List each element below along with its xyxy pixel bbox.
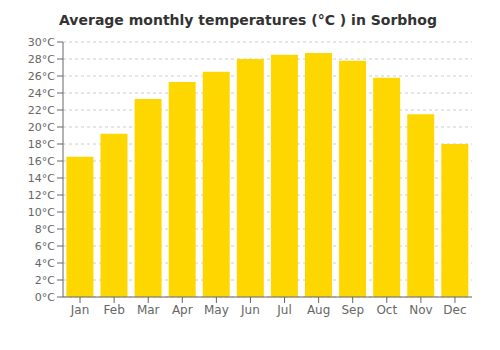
- svg-text:22°C: 22°C: [28, 104, 55, 117]
- svg-text:Mar: Mar: [137, 303, 160, 317]
- svg-text:Nov: Nov: [409, 303, 432, 317]
- svg-text:Sep: Sep: [341, 303, 364, 317]
- svg-text:16°C: 16°C: [28, 155, 55, 168]
- svg-text:Dec: Dec: [443, 303, 466, 317]
- svg-text:8°C: 8°C: [35, 223, 55, 236]
- svg-text:6°C: 6°C: [35, 240, 55, 253]
- svg-text:14°C: 14°C: [28, 172, 55, 185]
- svg-text:Apr: Apr: [172, 303, 193, 317]
- svg-text:Aug: Aug: [307, 303, 330, 317]
- svg-text:Oct: Oct: [376, 303, 397, 317]
- svg-text:Feb: Feb: [104, 303, 125, 317]
- svg-text:26°C: 26°C: [28, 70, 55, 83]
- svg-text:May: May: [204, 303, 229, 317]
- svg-text:12°C: 12°C: [28, 189, 55, 202]
- svg-text:2°C: 2°C: [35, 274, 55, 287]
- svg-text:10°C: 10°C: [28, 206, 55, 219]
- svg-text:24°C: 24°C: [28, 87, 55, 100]
- svg-text:Jun: Jun: [240, 303, 260, 317]
- svg-text:0°C: 0°C: [35, 291, 55, 304]
- html-text:Average monthly temperatures (: Average monthly temperatures (°C ) in So…: [59, 12, 437, 28]
- svg-text:20°C: 20°C: [28, 121, 55, 134]
- svg-text:Jul: Jul: [276, 303, 291, 317]
- svg-text:30°C: 30°C: [28, 36, 55, 49]
- svg-text:Jan: Jan: [70, 303, 90, 317]
- svg-text:28°C: 28°C: [28, 53, 55, 66]
- svg-text:18°C: 18°C: [28, 138, 55, 151]
- svg-text:4°C: 4°C: [35, 257, 55, 270]
